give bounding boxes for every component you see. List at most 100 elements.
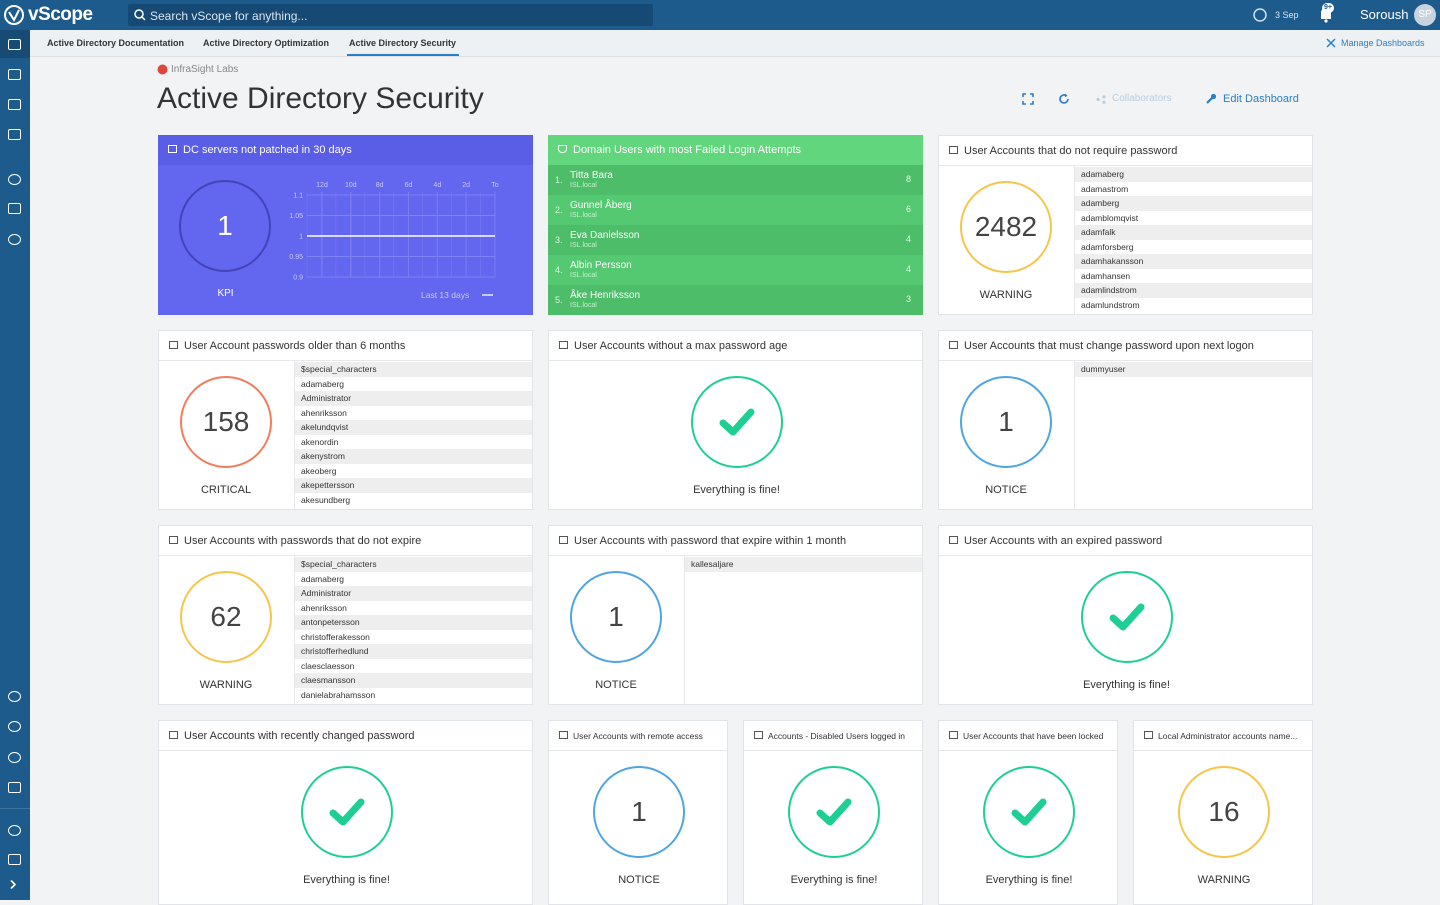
fullscreen-button[interactable]	[1022, 93, 1034, 105]
widget-title: User Accounts that do not require passwo…	[964, 145, 1178, 157]
widget: User Account passwords older than 6 mont…	[158, 330, 533, 510]
refresh-button[interactable]	[1058, 93, 1070, 105]
edit-dashboard-button[interactable]: Edit Dashboard	[1223, 93, 1299, 105]
status-label: Everything is fine!	[790, 874, 878, 886]
widget-header: User Accounts that have been locked	[939, 721, 1117, 751]
nav-share[interactable]	[8, 174, 21, 185]
status-circle: 1	[593, 766, 685, 858]
list-item: Administrator	[295, 391, 532, 406]
search-box[interactable]: Search vScope for anything...	[128, 4, 653, 26]
nav-calendar[interactable]	[8, 99, 21, 110]
nav-tools[interactable]	[8, 782, 21, 793]
nav-image[interactable]	[8, 129, 21, 140]
avatar[interactable]: SP	[1414, 4, 1436, 26]
ranking-row: 2. Gunnel Åberg ISL.local 6	[548, 195, 923, 225]
widget-title: User Accounts without a max password age	[574, 340, 788, 352]
attempt-count: 4	[905, 264, 911, 274]
widget-icon	[949, 341, 958, 349]
list-divider	[1074, 166, 1075, 314]
manage-dashboards[interactable]: Manage Dashboards	[1341, 38, 1425, 48]
status-circle	[300, 766, 393, 858]
breadcrumb-icon	[157, 64, 168, 75]
widget-icon	[949, 731, 958, 739]
widget-header: User Accounts with remote access	[549, 721, 727, 751]
widget-title: User Accounts that have been locked	[963, 731, 1104, 741]
user-name: Eva Danielsson	[570, 230, 640, 241]
nav-expand[interactable]	[6, 879, 17, 890]
widget-title: User Accounts with passwords that do not…	[184, 535, 422, 547]
rank: 1.	[555, 175, 563, 185]
list-item: adamaberg	[295, 571, 532, 586]
breadcrumb[interactable]: InfraSight Labs	[171, 64, 239, 75]
tab[interactable]: Active Directory Security	[349, 38, 457, 48]
status-circle	[788, 766, 880, 858]
active-tab-underline	[347, 54, 459, 56]
manage-icon	[1326, 38, 1336, 48]
status-circle: 16	[1178, 766, 1270, 858]
x-tick-label: 8d	[376, 182, 384, 189]
widget-icon	[559, 536, 568, 544]
list-item: ahenriksson	[295, 600, 532, 615]
nav-settings[interactable]	[8, 752, 21, 763]
user-domain: ISL.local	[570, 212, 597, 219]
widget-header: User Accounts with an expired password	[939, 526, 1312, 556]
check-icon	[719, 408, 754, 436]
top-bar: vScope Search vScope for anything... 3 S…	[0, 0, 1440, 30]
widget-icon	[949, 536, 958, 544]
user-name: Titta Bara	[570, 170, 613, 181]
x-tick-label: 2d	[462, 182, 470, 189]
y-tick-label: 0.95	[289, 254, 303, 261]
attempt-count: 4	[905, 234, 911, 244]
list-item: Administrator	[295, 586, 532, 601]
collaborators-button[interactable]: Collaborators	[1112, 93, 1172, 104]
widget-icon	[559, 341, 568, 349]
sidebar-divider	[0, 808, 30, 809]
x-tick-label: 12d	[316, 182, 328, 189]
widget: User Accounts with password that expire …	[548, 525, 923, 705]
tab[interactable]: Active Directory Optimization	[203, 38, 330, 48]
check-stroke	[719, 408, 754, 436]
list-divider	[294, 361, 295, 509]
widget-header: User Accounts without a max password age	[549, 331, 922, 361]
user-name[interactable]: Soroush	[1360, 7, 1409, 22]
status-circle: 158	[180, 376, 272, 468]
nav-table[interactable]	[8, 69, 21, 80]
list-item: ahenriksson	[295, 405, 532, 420]
widget-title: Local Administrator accounts name...	[1158, 731, 1298, 741]
list-item: dummyuser	[1075, 362, 1312, 377]
dashboard-title: Active Directory Security	[157, 82, 484, 115]
nav-video[interactable]	[8, 854, 21, 865]
nav-discovery[interactable]	[8, 691, 21, 702]
status-label: WARNING	[199, 679, 253, 691]
list-item: kallesaljare	[685, 557, 922, 572]
list-item: christofferhedlund	[295, 644, 532, 659]
x-tick-label: 6d	[405, 182, 413, 189]
check-stroke	[329, 798, 364, 826]
list-item: akeoberg	[295, 463, 532, 478]
list-item: adamlundstrom	[1075, 297, 1312, 312]
widget: User Accounts that have been locked Every…	[938, 720, 1118, 905]
tab[interactable]: Active Directory Documentation	[47, 38, 185, 48]
widget-icon	[1144, 731, 1153, 739]
y-tick-label: 1.05	[289, 213, 303, 220]
check-icon	[1109, 603, 1144, 631]
check-stroke	[816, 798, 852, 826]
y-tick-label: 0.9	[293, 275, 303, 282]
widget-header: User Accounts with recently changed pass…	[159, 721, 532, 751]
check-icon	[1011, 798, 1047, 826]
status-circle	[690, 376, 783, 468]
list-divider	[684, 556, 685, 704]
nav-flag[interactable]	[8, 203, 21, 214]
nav-help[interactable]	[8, 825, 21, 836]
widget-icon	[169, 341, 178, 349]
nav-launch[interactable]	[8, 721, 21, 732]
attempt-count: 3	[905, 294, 911, 304]
nav-dashboard[interactable]	[8, 39, 21, 50]
widget-title: Accounts - Disabled Users logged in	[768, 731, 906, 741]
widget-title: User Accounts that must change password …	[964, 340, 1254, 352]
widget-title: DC servers not patched in 30 days	[183, 144, 352, 156]
nav-cost[interactable]	[8, 234, 21, 245]
date[interactable]: 3 Sep	[1275, 10, 1299, 20]
logo[interactable]: vScope	[28, 4, 93, 25]
list-item: adamforsberg	[1075, 239, 1312, 254]
